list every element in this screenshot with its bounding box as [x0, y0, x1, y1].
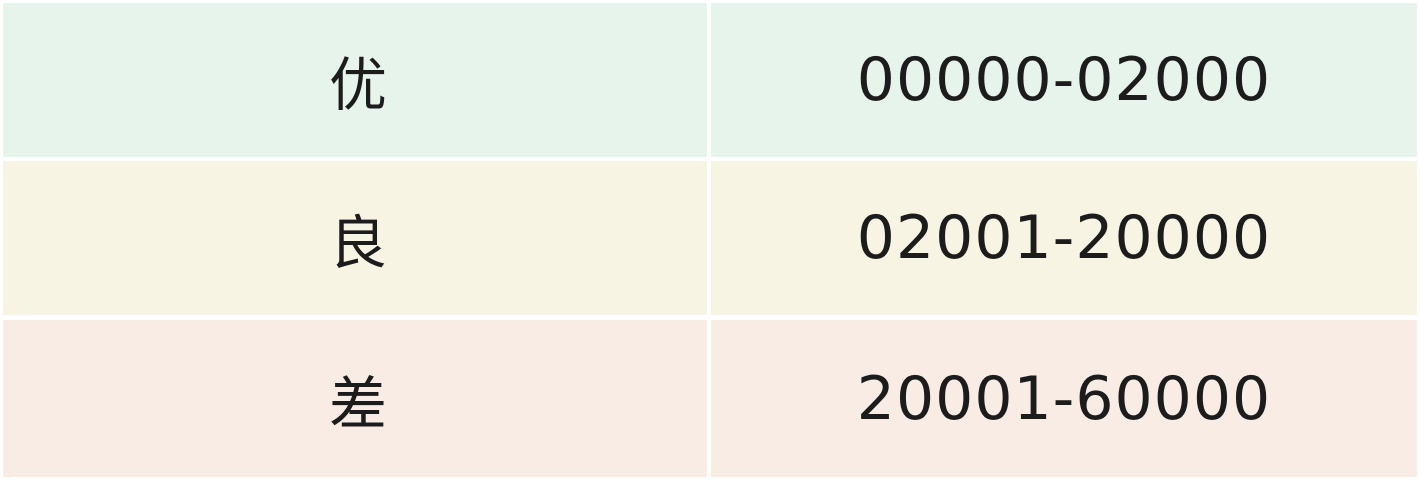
grade-label: 良: [328, 209, 387, 277]
grade-label: 优: [328, 51, 387, 119]
grade-label: 差: [328, 369, 387, 438]
table-row: 良 02001-20000: [0, 161, 1420, 315]
range-value: 00000-02000: [856, 45, 1272, 115]
grade-cell: 良: [3, 161, 707, 315]
range-cell: 00000-02000: [711, 3, 1417, 157]
table-row: 优 00000-02000: [0, 3, 1420, 157]
table-row: 差 20001-60000: [0, 320, 1420, 477]
grade-cell: 差: [3, 320, 707, 477]
range-value: 02001-20000: [856, 203, 1272, 273]
range-value: 20001-60000: [856, 363, 1272, 434]
grade-cell: 优: [3, 3, 707, 157]
range-cell: 02001-20000: [711, 161, 1417, 315]
range-cell: 20001-60000: [711, 320, 1417, 477]
